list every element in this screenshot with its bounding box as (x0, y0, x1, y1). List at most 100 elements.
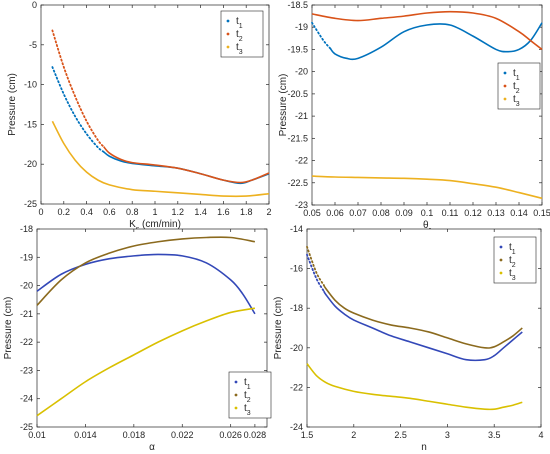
x-tick-label: 1.4 (194, 207, 207, 217)
series-line (36, 307, 256, 417)
y-tick-label: -23 (295, 200, 308, 210)
x-tick-label: 0.026 (219, 430, 242, 440)
y-tick-label: -20 (24, 159, 37, 169)
y-axis-label: Pressure (cm) (3, 297, 14, 360)
y-tick-label: -22 (290, 382, 303, 392)
legend-label: t2 (509, 255, 516, 269)
series-line-dotted (51, 29, 105, 148)
legend-label: t2 (513, 81, 520, 95)
y-tick-label: -19.5 (287, 44, 308, 54)
x-tick-label: 0.09 (395, 208, 413, 218)
panel-theta-r: 0.05 0.06 0.07 0.08 0.09 0.1 0.11 0.12 0.13 0.14 0… (278, 0, 550, 234)
y-tick-label: -5 (29, 40, 37, 50)
y-tick-label: -20 (290, 343, 303, 353)
x-tick-label: 2 (266, 207, 271, 217)
x-tick-label: 1 (152, 207, 157, 217)
legend-label: t1 (244, 377, 251, 391)
series-t1 (306, 253, 523, 362)
legend-label: t2 (244, 390, 251, 404)
x-axis-label: n (421, 442, 427, 453)
series-t3 (51, 120, 270, 198)
x-tick-label: 0.08 (372, 208, 390, 218)
legend-label: t1 (236, 16, 243, 30)
y-tick-label: -21 (20, 309, 33, 319)
legend-marker (226, 45, 230, 49)
x-tick-label: 0.1 (421, 208, 434, 218)
x-axis-label: α (149, 442, 155, 453)
legend-label: t3 (244, 403, 251, 417)
panel-ks: 0 0.2 0.4 0.6 0.8 1 1.2 1.4 1.6 1.8 2 -25 -20 -15 -10 -… (7, 0, 272, 233)
y-tick-label: -18.5 (287, 0, 308, 10)
y-tick-label: -10 (24, 80, 37, 90)
y-tick-label: -23 (20, 365, 33, 375)
series-t3 (311, 175, 543, 200)
y-tick-label: -16 (290, 264, 303, 274)
series-t2 (306, 245, 523, 349)
y-tick-label: -25 (20, 422, 33, 432)
x-tick-label: 0.022 (171, 430, 194, 440)
x-tick-label: 0.06 (326, 208, 344, 218)
x-tick-label: 0.6 (103, 207, 116, 217)
series-line-dotted (51, 66, 105, 153)
legend-marker (503, 97, 507, 101)
legend-label: t3 (236, 42, 243, 56)
x-tick-label: 0.014 (74, 430, 97, 440)
x-tick-label: 0.01 (28, 430, 46, 440)
panel-n: 1.5 2 2.5 3 3.5 4 -24 -22 -20 -18 -16 -14 n Pressure … (273, 224, 544, 453)
y-tick-label: -19 (295, 22, 308, 32)
x-tick-label: 0 (38, 207, 43, 217)
x-tick-label: 4 (538, 430, 543, 440)
x-tick-label: 1.6 (217, 207, 230, 217)
y-tick-label: -24 (20, 394, 33, 404)
series-line (323, 284, 523, 349)
legend-label: t3 (509, 268, 516, 282)
y-tick-label: -22 (20, 337, 33, 347)
series-line (306, 363, 523, 411)
series-line (311, 10, 543, 51)
y-tick-label: -24 (290, 422, 303, 432)
x-tick-label: 1.8 (240, 207, 253, 217)
legend-label: t3 (513, 94, 520, 108)
y-tick-label: -14 (290, 224, 303, 234)
series-line (103, 146, 270, 184)
y-tick-label: -15 (24, 119, 37, 129)
y-tick-label: -25 (24, 199, 37, 209)
legend-marker (503, 71, 507, 75)
x-tick-label: 3.5 (488, 430, 501, 440)
x-tick-label: 0.14 (510, 208, 528, 218)
series-line-dotted (306, 245, 325, 287)
series-line-dotted (306, 253, 325, 293)
series-line (311, 175, 543, 200)
y-tick-label: -20.5 (287, 89, 308, 99)
series-t2 (36, 236, 256, 306)
y-axis-label: Pressure (cm) (273, 297, 284, 360)
series-line (323, 290, 523, 362)
y-tick-label: 0 (32, 0, 37, 10)
x-tick-label: 0.028 (244, 430, 267, 440)
series-line-dotted (311, 21, 332, 50)
series-line (329, 22, 543, 61)
y-tick-label: -19 (20, 252, 33, 262)
series-t3 (36, 307, 256, 417)
legend-marker (499, 258, 503, 262)
x-tick-label: 2.5 (394, 430, 407, 440)
y-axis-label: Pressure (cm) (278, 74, 289, 137)
y-tick-label: -21.5 (287, 133, 308, 143)
series-t2 (311, 10, 543, 51)
x-tick-label: 0.07 (349, 208, 367, 218)
x-tick-label: 0.05 (303, 208, 321, 218)
legend-marker (499, 271, 503, 275)
legend-marker (226, 32, 230, 36)
x-tick-label: 0.12 (464, 208, 482, 218)
y-tick-label: -18 (20, 224, 33, 234)
panel-alpha: 0.01 0.014 0.018 0.022 0.026 0.028 -25 -24 -23 -2… (3, 224, 272, 453)
legend-marker (499, 245, 503, 249)
x-tick-label: 0.018 (123, 430, 146, 440)
y-tick-label: -21 (295, 111, 308, 121)
x-tick-label: 1.2 (172, 207, 185, 217)
x-tick-label: 2 (351, 430, 356, 440)
legend-label: t1 (513, 68, 520, 82)
